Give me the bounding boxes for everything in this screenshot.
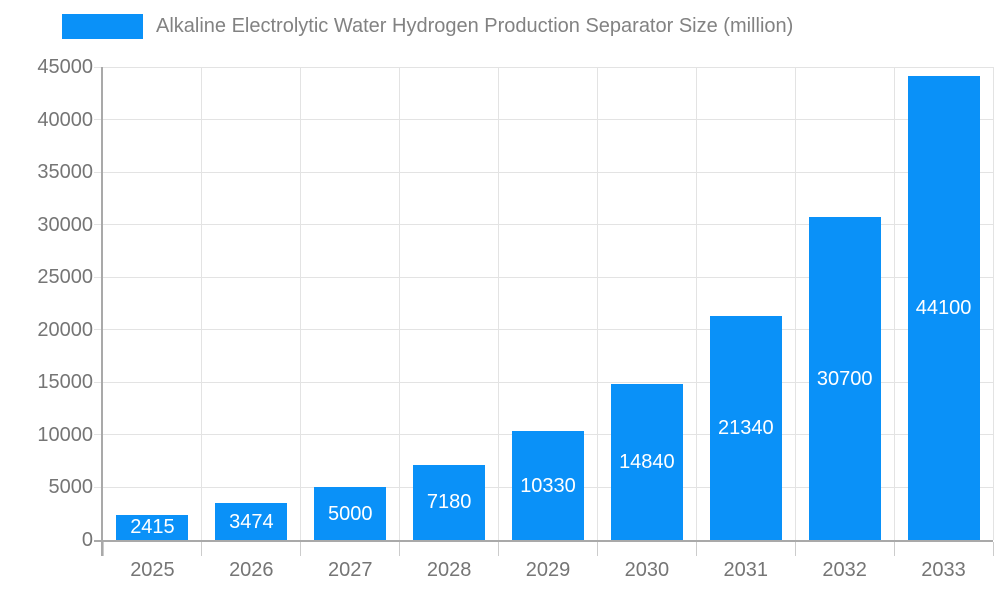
bar-2025: 2415 (116, 514, 189, 540)
y-axis-line (101, 67, 103, 556)
x-axis-label: 2025 (130, 559, 175, 581)
gridline-horizontal (103, 381, 993, 383)
y-axis-label: 0 (81, 529, 93, 551)
x-axis-tick (893, 542, 895, 556)
bar-2031: 21340 (709, 315, 782, 540)
gridline-horizontal (103, 224, 993, 226)
x-axis-tick (201, 542, 203, 556)
y-axis-label: 5000 (48, 476, 94, 499)
bar-value-label: 44100 (915, 297, 972, 320)
y-axis-label: 15000 (37, 371, 93, 394)
bar-value-label: 10330 (520, 474, 576, 497)
x-axis-tick (695, 542, 697, 556)
y-axis-tick (94, 224, 103, 226)
bar-2030: 14840 (610, 384, 683, 540)
x-axis-tick (992, 542, 994, 556)
x-axis-tick (102, 542, 104, 556)
y-axis-tick (94, 171, 103, 173)
bar-value-label: 21340 (717, 416, 774, 439)
gridline-vertical (794, 67, 796, 540)
bar-value-label: 5000 (327, 502, 373, 525)
x-axis-tick (596, 542, 598, 556)
y-axis-label: 10000 (37, 423, 93, 446)
bar-2029: 10330 (512, 431, 584, 540)
x-axis-label: 2033 (921, 559, 966, 581)
y-axis-label: 35000 (37, 161, 93, 184)
x-axis-label: 2032 (822, 559, 867, 581)
gridline-horizontal (103, 329, 993, 331)
gridline-vertical (695, 67, 697, 540)
x-axis-label: 2027 (327, 559, 373, 581)
y-axis-tick (94, 66, 103, 68)
bar-value-label: 2415 (130, 516, 175, 539)
y-axis-tick (94, 329, 103, 331)
bar-2026: 3474 (215, 503, 288, 540)
y-axis-label: 45000 (37, 56, 93, 78)
legend-item[interactable]: Alkaline Electrolytic Water Hydrogen Pro… (62, 14, 793, 39)
bar-2033: 44100 (907, 76, 980, 540)
x-axis-label: 2026 (229, 559, 274, 581)
bar-2027: 5000 (314, 487, 387, 540)
bar-value-label: 3474 (229, 510, 274, 533)
bar-2028: 7180 (413, 464, 486, 540)
x-axis-tick (300, 542, 302, 556)
x-axis-label: 2030 (624, 559, 670, 581)
gridline-vertical (498, 67, 500, 540)
chart-title: Alkaline Electrolytic Water Hydrogen Pro… (156, 15, 794, 37)
y-axis-tick (94, 381, 103, 383)
gridline-horizontal (103, 171, 993, 173)
y-axis-label: 40000 (37, 108, 93, 131)
gridline-vertical (596, 67, 598, 540)
gridline-vertical (992, 67, 994, 540)
gridline-vertical (893, 67, 895, 540)
gridline-vertical (300, 67, 302, 540)
y-axis-tick (94, 486, 103, 488)
gridline-vertical (201, 67, 203, 540)
x-axis-line (94, 540, 993, 542)
y-axis-label: 25000 (37, 266, 93, 289)
y-axis-tick (94, 434, 103, 436)
y-axis-label: 30000 (37, 213, 93, 236)
x-axis-label: 2031 (723, 559, 769, 581)
x-axis-label: 2029 (525, 559, 571, 581)
gridline-horizontal (103, 66, 993, 68)
bar-value-label: 7180 (426, 491, 472, 514)
y-axis-label: 20000 (37, 318, 93, 341)
bar-value-label: 30700 (816, 367, 873, 390)
legend-swatch (62, 14, 143, 39)
x-axis-tick (498, 542, 500, 556)
bar-value-label: 14840 (619, 450, 675, 473)
bar-2032: 30700 (808, 217, 881, 540)
y-axis-tick (94, 276, 103, 278)
gridline-horizontal (103, 119, 993, 121)
x-axis-label: 2028 (426, 559, 472, 581)
x-axis-tick (399, 542, 401, 556)
gridline-vertical (399, 67, 401, 540)
x-axis-tick (794, 542, 796, 556)
gridline-horizontal (103, 276, 993, 278)
y-axis-tick (94, 119, 103, 121)
